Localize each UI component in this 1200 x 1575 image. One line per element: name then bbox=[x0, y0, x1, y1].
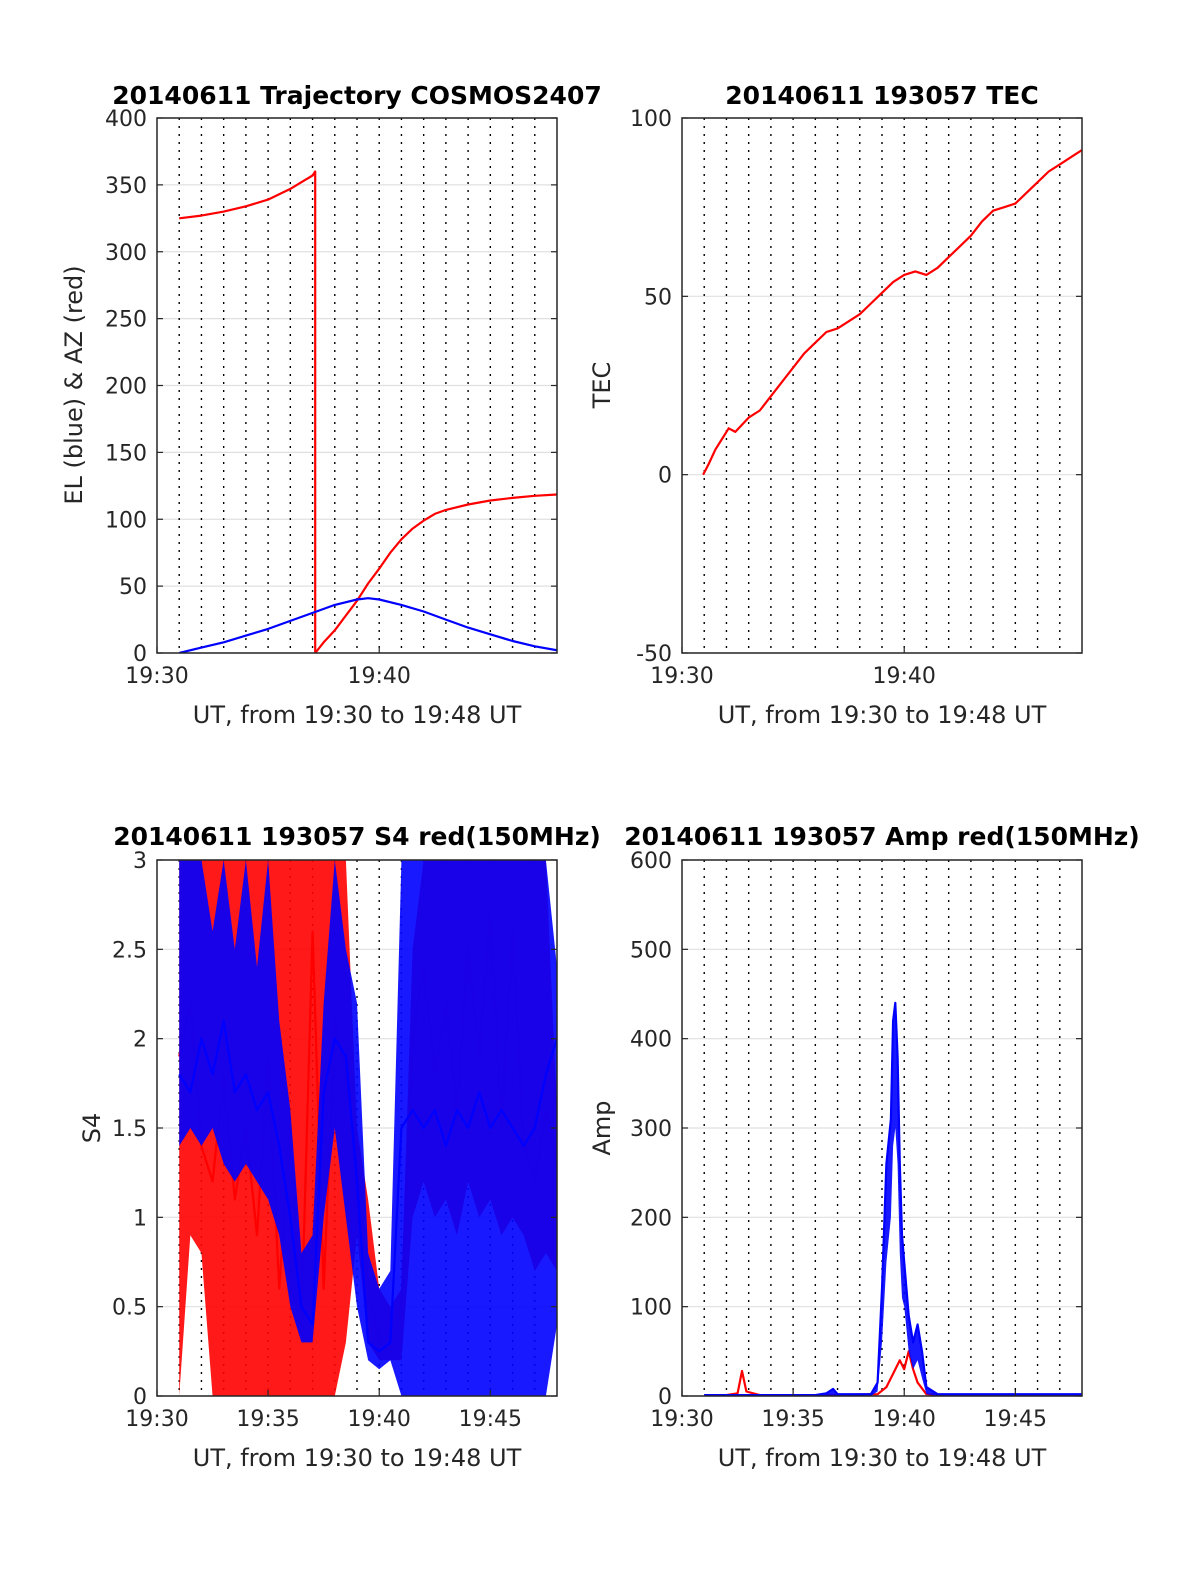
amp-xlabel: UT, from 19:30 to 19:48 UT bbox=[718, 1444, 1047, 1472]
amp-series-0 bbox=[704, 1350, 1082, 1396]
s4-ytick-label-3: 1.5 bbox=[112, 1117, 147, 1142]
tec-xtick-label-1: 19:40 bbox=[873, 664, 936, 689]
amp-ytick-label-3: 300 bbox=[630, 1117, 672, 1142]
trajectory-series-0 bbox=[179, 170, 557, 653]
s4-ytick-label-4: 2 bbox=[133, 1028, 147, 1053]
amp-ytick-label-1: 100 bbox=[630, 1296, 672, 1321]
amp-title: 20140611 193057 Amp red(150MHz) bbox=[624, 822, 1140, 851]
amp-xtick-label-1: 19:35 bbox=[761, 1407, 824, 1432]
trajectory-ytick-label-4: 200 bbox=[105, 375, 147, 400]
trajectory-xtick-label-0: 19:30 bbox=[125, 664, 188, 689]
s4-xtick-label-1: 19:35 bbox=[236, 1407, 299, 1432]
tec-panel: 20140611 193057 TEC UT, from 19:30 to 19… bbox=[588, 81, 1083, 729]
amp-xtick-label-0: 19:30 bbox=[650, 1407, 713, 1432]
s4-ytick-label-5: 2.5 bbox=[112, 938, 147, 963]
trajectory-ytick-label-1: 50 bbox=[119, 575, 147, 600]
trajectory-panel: 20140611 Trajectory COSMOS2407 UT, from … bbox=[60, 81, 602, 729]
tec-xtick-label-0: 19:30 bbox=[650, 664, 713, 689]
trajectory-series-0-line bbox=[179, 170, 557, 653]
tec-ytick-label-1: 0 bbox=[658, 464, 672, 489]
trajectory-ytick-label-2: 100 bbox=[105, 508, 147, 533]
trajectory-ytick-label-8: 400 bbox=[105, 107, 147, 132]
amp-series-0-line bbox=[704, 1350, 1082, 1396]
s4-xlabel: UT, from 19:30 to 19:48 UT bbox=[193, 1444, 522, 1472]
amp-ylabel: Amp bbox=[588, 1100, 616, 1155]
s4-ytick-label-2: 1 bbox=[133, 1206, 147, 1231]
tec-title: 20140611 193057 TEC bbox=[725, 81, 1038, 110]
s4-ylabel: S4 bbox=[78, 1113, 106, 1144]
s4-series-1-band bbox=[179, 860, 557, 1396]
trajectory-title: 20140611 Trajectory COSMOS2407 bbox=[112, 81, 602, 110]
amp-ytick-label-5: 500 bbox=[630, 938, 672, 963]
tec-ytick-label-0: -50 bbox=[636, 642, 672, 667]
amp-series-1-line bbox=[704, 1001, 1082, 1396]
s4-ytick-label-0: 0 bbox=[133, 1385, 147, 1410]
tec-ytick-label-3: 100 bbox=[630, 107, 672, 132]
tec-ytick-label-2: 50 bbox=[644, 285, 672, 310]
amp-series-1 bbox=[704, 1001, 1082, 1396]
tec-ylabel: TEC bbox=[588, 362, 616, 410]
s4-series-1-line bbox=[178, 1019, 557, 1353]
s4-title: 20140611 193057 S4 red(150MHz) bbox=[113, 822, 601, 851]
s4-ytick-label-1: 0.5 bbox=[112, 1296, 147, 1321]
amp-ytick-label-0: 0 bbox=[658, 1385, 672, 1410]
trajectory-ytick-label-3: 150 bbox=[105, 441, 147, 466]
trajectory-ytick-label-0: 0 bbox=[133, 642, 147, 667]
s4-ytick-label-6: 3 bbox=[133, 849, 147, 874]
s4-series-1 bbox=[178, 860, 557, 1396]
amp-panel: 20140611 193057 Amp red(150MHz) UT, from… bbox=[588, 822, 1140, 1472]
s4-xtick-label-2: 19:40 bbox=[348, 1407, 411, 1432]
trajectory-xlabel: UT, from 19:30 to 19:48 UT bbox=[193, 701, 522, 729]
tec-axes-box bbox=[681, 117, 1083, 654]
amp-xtick-label-3: 19:45 bbox=[984, 1407, 1047, 1432]
tec-series-0 bbox=[702, 149, 1082, 476]
amp-series-1-band bbox=[704, 1002, 1082, 1396]
tec-series-0-line bbox=[702, 149, 1082, 476]
trajectory-series-1 bbox=[178, 597, 557, 653]
trajectory-series-1-line bbox=[178, 597, 557, 653]
trajectory-ytick-label-5: 250 bbox=[105, 308, 147, 333]
trajectory-ylabel: EL (blue) & AZ (red) bbox=[60, 265, 88, 504]
trajectory-xtick-label-1: 19:40 bbox=[348, 664, 411, 689]
trajectory-ytick-label-6: 300 bbox=[105, 241, 147, 266]
amp-ytick-label-4: 400 bbox=[630, 1028, 672, 1053]
trajectory-ytick-label-7: 350 bbox=[105, 174, 147, 199]
amp-xtick-label-2: 19:40 bbox=[873, 1407, 936, 1432]
tec-xlabel: UT, from 19:30 to 19:48 UT bbox=[718, 701, 1047, 729]
amp-ytick-label-2: 200 bbox=[630, 1206, 672, 1231]
amp-ytick-label-6: 600 bbox=[630, 849, 672, 874]
s4-xtick-label-0: 19:30 bbox=[125, 1407, 188, 1432]
s4-xtick-label-3: 19:45 bbox=[459, 1407, 522, 1432]
s4-panel: 20140611 193057 S4 red(150MHz) UT, from … bbox=[78, 822, 601, 1472]
